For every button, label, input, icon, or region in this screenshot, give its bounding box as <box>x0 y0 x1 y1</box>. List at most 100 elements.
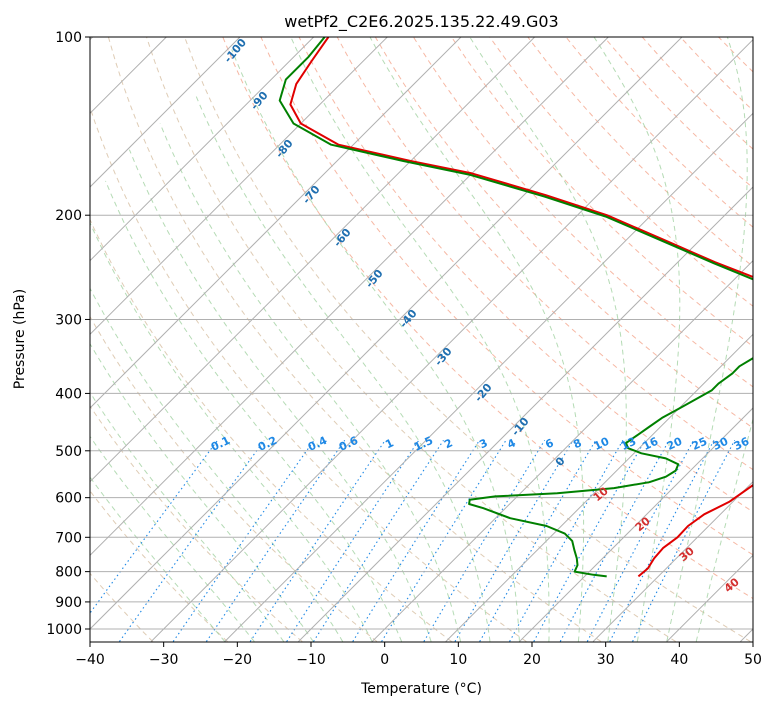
isotherm <box>90 37 241 188</box>
moist-adiabat <box>695 417 753 642</box>
dry-adiabat-label: -90 <box>248 89 271 113</box>
dry-adiabat <box>90 315 378 642</box>
y-tick-label: 900 <box>55 595 82 611</box>
moist-adiabat <box>90 342 314 642</box>
isotherm <box>90 37 315 262</box>
mixing-ratio-label: 25 <box>690 435 709 453</box>
mixing-ratio-label: 10 <box>592 435 612 453</box>
isotherm <box>90 37 609 557</box>
isotherm <box>371 259 753 642</box>
isotherm <box>224 112 753 642</box>
moist-adiabat-label: 20 <box>633 514 653 534</box>
mixing-ratio-label: 16 <box>641 435 661 453</box>
x-axis-label: Temperature (°C) <box>360 681 482 697</box>
dry-adiabat <box>90 105 527 642</box>
dry-adiabat <box>146 37 676 642</box>
x-tick-label: 40 <box>670 652 688 668</box>
moist-adiabat <box>593 37 681 642</box>
y-tick-label: 600 <box>55 491 82 507</box>
mixing-ratio-line <box>172 439 315 642</box>
plot-frame <box>89 36 754 643</box>
mixing-ratio-label: 4 <box>505 436 518 451</box>
dry-adiabat-label: -80 <box>273 137 296 161</box>
y-axis-label: Pressure (hPa) <box>12 289 28 389</box>
mixing-ratio-label: 30 <box>711 435 731 453</box>
mixing-ratio-label: 1 <box>383 436 395 451</box>
dry-adiabat <box>718 37 753 73</box>
moist-adiabat <box>290 37 550 642</box>
mixing-ratio-line <box>90 439 219 615</box>
dry-adiabat-label: 0 <box>553 454 568 468</box>
mixing-ratio-line <box>286 439 420 642</box>
y-tick-label: 200 <box>55 208 82 224</box>
moist-adiabat <box>90 221 373 642</box>
dry-adiabat <box>90 572 154 642</box>
isotherm <box>150 38 753 642</box>
dry-adiabat <box>757 37 775 642</box>
dry-adiabat <box>451 37 753 347</box>
x-axis: −40 −30 −20 −10 0 10 20 30 40 50 <box>75 642 762 668</box>
dry-adiabat <box>679 37 753 112</box>
dry-adiabat <box>336 37 753 471</box>
isotherm <box>592 480 753 642</box>
mixing-ratio-line <box>454 440 574 642</box>
dry-adiabat <box>107 37 602 642</box>
isotherm <box>90 37 462 409</box>
chart-title: wetPf2_C2E6.2025.135.22.49.G03 <box>284 12 558 32</box>
dry-adiabat-label: -20 <box>472 381 495 405</box>
mixing-ratio-line <box>479 440 597 642</box>
mixing-ratio-line <box>249 439 386 642</box>
moist-adiabat <box>90 287 344 642</box>
mixing-ratio-line <box>586 440 695 642</box>
mixing-ratio-line <box>559 440 670 642</box>
moist-adiabat <box>369 37 585 642</box>
dry-adiabat <box>298 37 753 513</box>
dry-adiabat <box>90 490 228 642</box>
isotherm <box>298 186 753 642</box>
dry-adiabat-label: -30 <box>432 345 455 369</box>
x-tick-label: −20 <box>223 652 253 668</box>
dry-adiabat <box>527 37 753 268</box>
isotherm <box>90 37 388 336</box>
moist-adiabat <box>90 476 226 642</box>
mixing-ratio-line <box>352 440 480 642</box>
x-tick-label: 0 <box>380 652 389 668</box>
dry-adiabat <box>412 37 753 388</box>
x-tick-label: 10 <box>449 652 467 668</box>
moist-adiabat <box>105 180 403 642</box>
y-tick-label: 700 <box>55 530 82 546</box>
isotherm <box>445 333 753 642</box>
dry-adiabat-label: -40 <box>397 307 420 331</box>
dry-adiabat <box>260 37 753 556</box>
profile-traces <box>278 37 753 578</box>
mixing-ratio-line <box>119 439 265 642</box>
dry-adiabat-label: -70 <box>300 183 323 207</box>
mixing-ratio-label: 20 <box>665 435 685 453</box>
isotherm <box>90 37 536 483</box>
y-tick-label: 400 <box>55 386 82 402</box>
mixing-ratio-line <box>533 440 646 642</box>
mixing-ratio-label: 6 <box>543 436 556 451</box>
moist-adiabat <box>90 435 255 642</box>
mixing-ratio-line <box>423 440 546 642</box>
moist-adiabat-label: 40 <box>722 575 742 595</box>
mixing-ratio-label: 8 <box>571 436 583 451</box>
mixing-ratio-label: 2 <box>442 436 454 451</box>
x-tick-label: 30 <box>597 652 615 668</box>
isotherm <box>519 407 753 642</box>
mixing-ratio-line <box>205 439 346 642</box>
dewpoint-trace <box>278 37 753 578</box>
dry-adiabat <box>489 37 753 307</box>
dry-adiabat-label: -100 <box>221 36 249 66</box>
isotherm <box>90 37 683 630</box>
y-axis: 100 200 300 400 500 600 700 800 900 1000 <box>46 30 90 638</box>
dry-adiabat-label: -50 <box>363 267 386 291</box>
background-lines <box>90 37 775 642</box>
dry-adiabat-label: -10 <box>509 415 532 439</box>
x-tick-label: −30 <box>149 652 179 668</box>
moist-adiabat <box>194 94 491 642</box>
temperature-trace <box>289 37 753 578</box>
y-tick-label: 300 <box>55 312 82 328</box>
y-tick-label: 500 <box>55 444 82 460</box>
